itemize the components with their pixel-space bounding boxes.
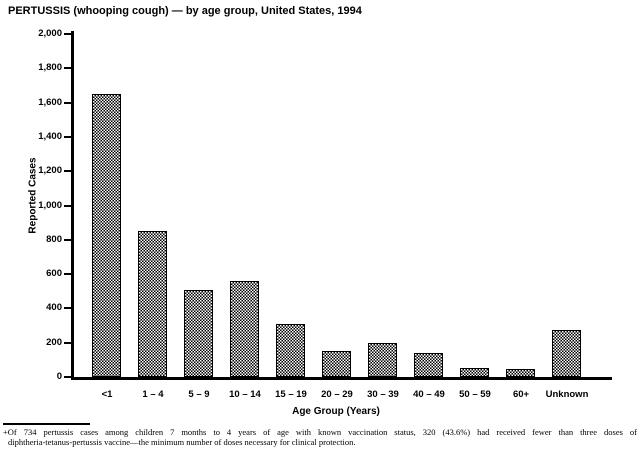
bar-1–4 — [138, 231, 167, 377]
y-tick-mark — [64, 376, 72, 378]
bar-60+ — [506, 369, 535, 377]
x-axis-line — [71, 377, 612, 380]
x-tick-label-1–4: 1 – 4 — [142, 389, 164, 400]
y-tick-mark — [64, 135, 72, 138]
bar-5–9 — [184, 290, 213, 377]
y-tick-label: 1,800 — [38, 62, 62, 74]
y-tick-label: 0 — [56, 371, 62, 382]
footnote-separator-rule — [3, 423, 90, 425]
x-axis-title: Age Group (Years) — [292, 406, 380, 417]
chart-title: PERTUSSIS (whooping cough) — by age grou… — [8, 5, 362, 17]
y-tick-label: 400 — [46, 302, 62, 314]
y-tick-label: 1,600 — [38, 96, 62, 108]
y-tick-mark — [64, 67, 72, 70]
y-axis-line — [71, 31, 74, 378]
y-tick-label: 1,000 — [38, 199, 62, 211]
y-tick-label: 2,000 — [38, 28, 62, 39]
x-tick-label-60+: 60+ — [512, 389, 530, 400]
y-tick-label: 200 — [46, 336, 62, 348]
bar-<1 — [92, 94, 121, 377]
y-tick-mark — [64, 273, 72, 276]
x-tick-label-10–14: 10 – 14 — [229, 389, 261, 400]
bar-30–39 — [368, 343, 397, 377]
y-tick-mark — [64, 101, 72, 104]
x-tick-label-30–39: 30 – 39 — [367, 389, 399, 400]
y-tick-label: 1,200 — [38, 165, 62, 177]
y-tick-mark — [64, 341, 72, 344]
bar-Unknown — [552, 330, 581, 377]
x-tick-label-Unknown: Unknown — [545, 389, 589, 400]
y-tick-label: 800 — [46, 233, 62, 245]
footnote-line-2: diphtheria-tetanus-pertussis vaccine—the… — [8, 437, 356, 447]
bar-40–49 — [414, 353, 443, 377]
footnote-line-1: +Of 734 pertussis cases among children 7… — [3, 427, 637, 437]
x-tick-label-5–9: 5 – 9 — [188, 389, 210, 400]
x-tick-label-20–29: 20 – 29 — [321, 389, 353, 400]
x-tick-label-<1: <1 — [101, 389, 113, 400]
y-tick-mark — [64, 33, 72, 35]
y-tick-mark — [64, 238, 72, 241]
bar-20–29 — [322, 351, 351, 377]
y-tick-mark — [64, 204, 72, 207]
bar-10–14 — [230, 281, 259, 377]
y-tick-mark — [64, 307, 72, 310]
x-tick-label-15–19: 15 – 19 — [275, 389, 307, 400]
x-tick-label-40–49: 40 – 49 — [413, 389, 445, 400]
x-tick-label-50–59: 50 – 59 — [459, 389, 491, 400]
bar-15–19 — [276, 324, 305, 377]
y-tick-mark — [64, 170, 72, 173]
y-tick-label: 1,400 — [38, 130, 62, 142]
bar-50–59 — [460, 368, 489, 377]
y-tick-label: 600 — [46, 268, 62, 280]
